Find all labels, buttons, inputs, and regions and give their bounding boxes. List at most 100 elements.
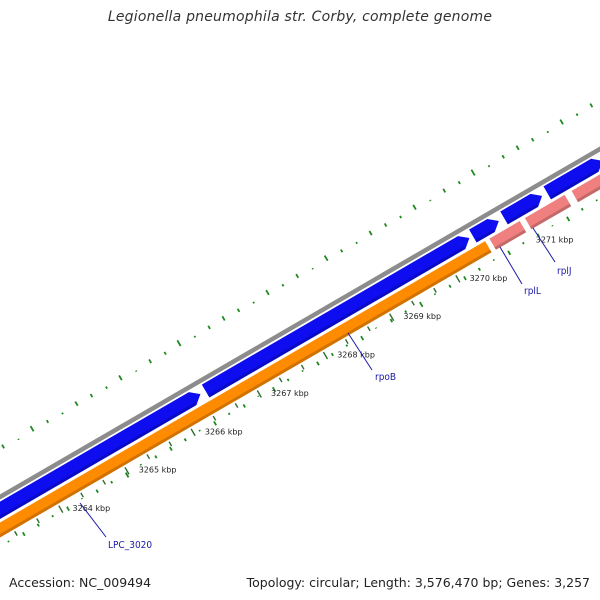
gc-mark bbox=[546, 130, 550, 134]
scale-tick-label: 3264 kbp bbox=[73, 504, 111, 513]
scale-tick bbox=[146, 454, 151, 460]
gc-mark bbox=[345, 344, 349, 347]
scale-track: 3264 kbp 3265 kbp 3266 kbp 3267 kbp 3268 kbp… bbox=[14, 235, 574, 536]
gc-mark bbox=[487, 164, 491, 168]
scale-tick-label: 3266 kbp bbox=[205, 427, 243, 436]
gene-labels: LPC_3020 rpoB rplL rplJ bbox=[79, 227, 572, 551]
scale-tick bbox=[455, 275, 461, 283]
gc-mark bbox=[442, 188, 447, 193]
scale-tick bbox=[256, 390, 262, 398]
gene-label-leader bbox=[532, 227, 556, 263]
gc-mark bbox=[412, 204, 417, 210]
gc-mark bbox=[286, 378, 290, 382]
gene-label-lpc-3020: LPC_3020 bbox=[108, 540, 152, 551]
forward-cds-2 bbox=[201, 236, 470, 398]
scale-tick bbox=[389, 313, 395, 322]
scale-tick-label: 3265 kbp bbox=[139, 466, 177, 475]
gc-mark bbox=[118, 374, 123, 381]
gc-mark bbox=[198, 429, 201, 432]
forward-cds-5-shade bbox=[549, 169, 599, 200]
scale-tick bbox=[102, 479, 107, 485]
gc-mark bbox=[139, 463, 142, 466]
gc-mark bbox=[419, 301, 424, 308]
map-title: Legionella pneumophila str. Corby, compl… bbox=[107, 9, 493, 25]
gc-mark bbox=[183, 438, 187, 442]
forward-cds-3-shade bbox=[475, 229, 495, 243]
forward-cds-5 bbox=[543, 158, 600, 200]
gc-mark bbox=[207, 325, 211, 330]
gene-label-leader bbox=[79, 502, 107, 538]
gc-mark bbox=[154, 455, 158, 459]
scale-tick-label: 3267 kbp bbox=[271, 389, 309, 398]
gc-mark bbox=[22, 531, 26, 537]
scale-tick bbox=[124, 466, 130, 475]
gc-mark bbox=[89, 393, 94, 398]
gc-mark bbox=[507, 250, 512, 256]
gc-mark bbox=[45, 419, 50, 424]
gc-mark bbox=[522, 241, 525, 245]
gc-mark bbox=[281, 283, 285, 287]
gc-mark bbox=[360, 335, 365, 341]
scale-tick bbox=[322, 351, 329, 360]
gc-mark bbox=[399, 215, 402, 219]
scale-tick bbox=[36, 518, 40, 524]
rna-feature-3 bbox=[571, 174, 600, 203]
gc-mark bbox=[51, 514, 54, 518]
scale-tick bbox=[234, 402, 239, 409]
gc-mark bbox=[501, 154, 505, 159]
gc-mark bbox=[368, 230, 373, 236]
gc-mark bbox=[74, 401, 79, 407]
scale-tick bbox=[344, 339, 349, 345]
scale-tick-label: 3271 kbp bbox=[536, 235, 574, 244]
reverse-strand-track bbox=[0, 174, 600, 538]
gc-mark bbox=[1, 444, 5, 449]
gc-mark bbox=[36, 523, 40, 527]
gc-mark bbox=[110, 480, 114, 484]
scale-tick bbox=[278, 377, 283, 383]
accession-text: Accession: NC_009494 bbox=[9, 575, 152, 590]
gc-mark bbox=[404, 310, 408, 314]
gc-mark bbox=[323, 255, 329, 262]
backbone-track bbox=[0, 146, 600, 500]
gc-mark bbox=[295, 273, 300, 279]
gc-mark bbox=[124, 472, 130, 478]
gc-mark bbox=[470, 169, 476, 176]
scale-tick bbox=[58, 505, 64, 513]
gc-mark bbox=[316, 361, 320, 366]
gc-mark bbox=[66, 506, 70, 512]
gc-mark bbox=[301, 369, 304, 373]
gc-mark bbox=[429, 199, 432, 202]
scale-tick bbox=[411, 300, 415, 306]
scale-tick bbox=[190, 428, 196, 437]
gc-mark bbox=[135, 370, 138, 373]
gc-mark bbox=[193, 335, 197, 338]
rna-feature-1-shade bbox=[494, 229, 527, 250]
reverse-cds-1 bbox=[0, 241, 492, 538]
gene-label-leader bbox=[347, 332, 373, 371]
reverse-cds-1-shade bbox=[0, 249, 492, 538]
gc-mark bbox=[265, 289, 270, 296]
gc-mark bbox=[559, 119, 564, 125]
gc-mark bbox=[340, 249, 344, 253]
gc-mark bbox=[272, 386, 277, 393]
gc-mark bbox=[148, 358, 152, 364]
forward-cds-4-shade bbox=[506, 204, 539, 225]
gene-label-leader bbox=[499, 246, 523, 285]
scale-tick bbox=[366, 326, 371, 332]
gc-mark bbox=[7, 540, 10, 543]
gc-mark bbox=[595, 199, 598, 202]
gene-label-rpob: rpoB bbox=[375, 372, 396, 383]
gc-mark bbox=[515, 145, 520, 151]
gc-mark bbox=[433, 293, 437, 296]
gc-mark bbox=[242, 403, 246, 408]
rna-feature-2-shade bbox=[529, 203, 572, 230]
gc-mark bbox=[17, 438, 20, 441]
gc-mark bbox=[236, 308, 241, 313]
scale-tick-label: 3268 kbp bbox=[337, 351, 375, 360]
gc-mark bbox=[80, 497, 83, 500]
gc-mark bbox=[257, 395, 260, 398]
gc-mark bbox=[221, 315, 226, 321]
scale-tick bbox=[168, 441, 173, 447]
